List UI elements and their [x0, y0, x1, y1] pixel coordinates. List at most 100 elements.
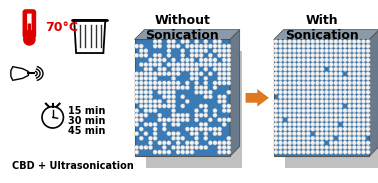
Circle shape: [194, 118, 199, 122]
Circle shape: [325, 91, 327, 92]
Circle shape: [145, 123, 146, 124]
Circle shape: [324, 53, 329, 57]
Circle shape: [316, 105, 318, 106]
Circle shape: [325, 72, 327, 74]
Circle shape: [200, 72, 201, 74]
Circle shape: [311, 72, 315, 76]
Circle shape: [163, 123, 164, 124]
Circle shape: [344, 68, 345, 69]
Circle shape: [293, 49, 294, 51]
Circle shape: [228, 63, 229, 65]
Circle shape: [362, 40, 364, 42]
Circle shape: [315, 53, 319, 57]
Circle shape: [307, 63, 308, 65]
Circle shape: [288, 109, 290, 111]
Circle shape: [352, 113, 356, 117]
Circle shape: [172, 146, 174, 147]
Circle shape: [204, 40, 206, 42]
Circle shape: [298, 72, 299, 74]
Circle shape: [214, 132, 215, 134]
Circle shape: [284, 128, 285, 129]
Circle shape: [367, 128, 368, 129]
Circle shape: [330, 137, 331, 138]
Circle shape: [171, 113, 176, 117]
Circle shape: [362, 128, 364, 129]
Circle shape: [307, 137, 308, 138]
Circle shape: [158, 114, 160, 115]
Circle shape: [135, 85, 139, 90]
Circle shape: [213, 113, 217, 117]
Circle shape: [167, 44, 171, 48]
Circle shape: [321, 59, 322, 60]
Circle shape: [325, 128, 327, 129]
Circle shape: [194, 67, 199, 71]
Circle shape: [158, 85, 162, 90]
Circle shape: [227, 58, 231, 62]
Circle shape: [330, 132, 331, 134]
Circle shape: [288, 122, 292, 127]
Circle shape: [145, 132, 146, 134]
Circle shape: [288, 90, 292, 94]
Circle shape: [204, 44, 208, 48]
Circle shape: [302, 82, 304, 83]
Circle shape: [140, 63, 141, 65]
Circle shape: [140, 72, 141, 74]
Circle shape: [330, 77, 331, 78]
Circle shape: [279, 151, 280, 152]
Circle shape: [320, 118, 324, 122]
Circle shape: [316, 123, 318, 124]
Circle shape: [324, 113, 329, 117]
Circle shape: [195, 45, 197, 46]
Circle shape: [352, 90, 356, 94]
Circle shape: [338, 141, 342, 145]
Circle shape: [177, 146, 178, 147]
Circle shape: [321, 68, 322, 69]
Circle shape: [302, 119, 304, 120]
Circle shape: [176, 122, 180, 127]
Circle shape: [195, 86, 197, 88]
Circle shape: [204, 105, 206, 106]
Circle shape: [171, 132, 176, 136]
Circle shape: [311, 109, 315, 113]
Circle shape: [279, 58, 283, 62]
Circle shape: [177, 114, 178, 115]
Circle shape: [298, 54, 299, 55]
Circle shape: [330, 40, 331, 42]
Circle shape: [190, 76, 194, 81]
Circle shape: [140, 96, 141, 97]
Circle shape: [297, 81, 301, 85]
Circle shape: [145, 77, 146, 78]
Circle shape: [223, 54, 224, 55]
Circle shape: [275, 114, 276, 115]
Circle shape: [292, 122, 296, 127]
Circle shape: [335, 45, 336, 46]
Circle shape: [213, 109, 217, 113]
Circle shape: [223, 68, 224, 69]
Circle shape: [316, 59, 318, 60]
Circle shape: [358, 132, 359, 134]
Polygon shape: [135, 30, 240, 39]
Circle shape: [330, 128, 331, 129]
Circle shape: [208, 44, 212, 48]
Circle shape: [297, 118, 301, 122]
Circle shape: [135, 114, 137, 115]
Circle shape: [227, 145, 231, 150]
Circle shape: [140, 91, 141, 92]
Circle shape: [140, 86, 141, 88]
Circle shape: [195, 114, 197, 115]
FancyBboxPatch shape: [285, 51, 378, 168]
Circle shape: [171, 39, 176, 44]
Circle shape: [325, 119, 327, 120]
Circle shape: [172, 63, 174, 65]
Circle shape: [274, 81, 278, 85]
Circle shape: [275, 151, 276, 152]
Circle shape: [324, 62, 329, 67]
Circle shape: [325, 77, 327, 78]
Circle shape: [204, 49, 208, 53]
Circle shape: [172, 68, 174, 69]
Circle shape: [352, 141, 356, 145]
Circle shape: [181, 49, 183, 51]
Circle shape: [204, 91, 206, 92]
Circle shape: [145, 105, 146, 106]
Circle shape: [135, 95, 139, 99]
